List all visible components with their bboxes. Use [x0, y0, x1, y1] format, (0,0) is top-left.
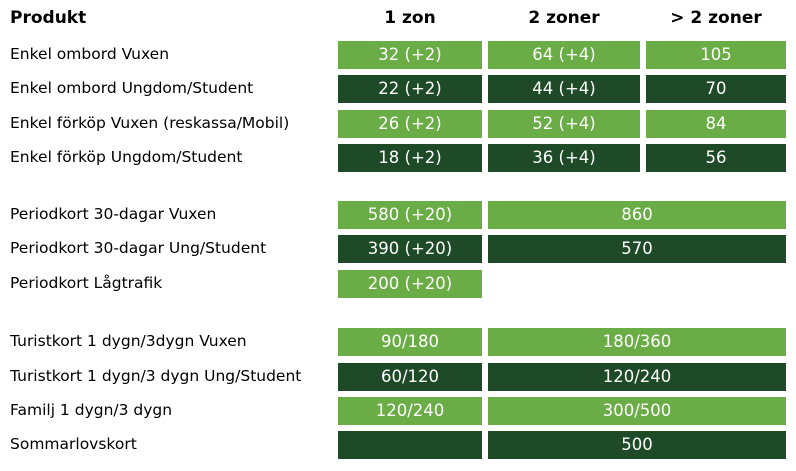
price-zone-2: 52 (+4) [488, 110, 640, 138]
price-zone-1: 90/180 [338, 328, 482, 356]
price-zone-1 [338, 431, 482, 459]
product-label: Enkel ombord Ungdom/Student [10, 79, 254, 97]
price-zone-2-3: 570 [488, 235, 786, 263]
product-label: Enkel ombord Vuxen [10, 45, 170, 63]
product-label: Periodkort 30-dagar Ung/Student [10, 239, 267, 257]
price-zone-2-3: 120/240 [488, 363, 786, 391]
price-zone-3: 56 [646, 144, 786, 172]
product-label: Familj 1 dygn/3 dygn [10, 401, 173, 419]
price-zone-1: 60/120 [338, 363, 482, 391]
header-product: Produkt [10, 8, 87, 28]
price-zone-1: 120/240 [338, 397, 482, 425]
price-zone-1: 580 (+20) [338, 201, 482, 229]
price-zone-1: 26 (+2) [338, 110, 482, 138]
price-zone-1: 200 (+20) [338, 270, 482, 298]
price-zone-3: 84 [646, 110, 786, 138]
price-zone-1: 390 (+20) [338, 235, 482, 263]
header-zone-1: 1 zon [384, 8, 436, 28]
price-zone-2: 64 (+4) [488, 41, 640, 69]
product-label: Turistkort 1 dygn/3dygn Vuxen [10, 332, 247, 350]
price-zone-2-3: 300/500 [488, 397, 786, 425]
product-label: Enkel förköp Vuxen (reskassa/Mobil) [10, 114, 290, 132]
price-zone-1: 22 (+2) [338, 75, 482, 103]
price-zone-1: 18 (+2) [338, 144, 482, 172]
price-zone-2-3: 180/360 [488, 328, 786, 356]
header-zone-3: > 2 zoner [670, 8, 762, 28]
price-zone-2: 36 (+4) [488, 144, 640, 172]
product-label: Periodkort Lågtrafik [10, 274, 163, 292]
header-zone-2: 2 zoner [528, 8, 600, 28]
price-zone-2-3: 860 [488, 201, 786, 229]
product-label: Sommarlovskort [10, 435, 137, 453]
price-zone-2: 44 (+4) [488, 75, 640, 103]
product-label: Enkel förköp Ungdom/Student [10, 148, 243, 166]
product-label: Periodkort 30-dagar Vuxen [10, 205, 217, 223]
price-zone-2-3: 500 [488, 431, 786, 459]
price-zone-3: 105 [646, 41, 786, 69]
price-zone-3: 70 [646, 75, 786, 103]
product-label: Turistkort 1 dygn/3 dygn Ung/Student [10, 367, 302, 385]
price-zone-1: 32 (+2) [338, 41, 482, 69]
